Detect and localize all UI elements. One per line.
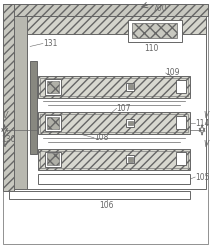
Text: V: V xyxy=(2,140,7,149)
Bar xyxy=(126,119,134,127)
Bar xyxy=(128,157,133,162)
Bar xyxy=(38,148,190,170)
Bar xyxy=(47,117,59,129)
Bar xyxy=(128,20,182,42)
Text: V: V xyxy=(203,111,208,120)
Bar xyxy=(47,154,59,165)
Text: 105: 105 xyxy=(195,172,210,182)
Bar xyxy=(128,120,133,126)
Text: 113: 113 xyxy=(99,163,114,172)
Bar xyxy=(38,174,190,184)
Bar xyxy=(176,116,186,129)
Text: 110: 110 xyxy=(144,44,158,54)
Bar xyxy=(47,81,59,92)
Bar xyxy=(3,4,208,16)
Text: 109: 109 xyxy=(166,68,180,78)
Bar xyxy=(176,80,186,92)
Text: 130: 130 xyxy=(2,135,16,144)
Bar xyxy=(30,61,37,154)
Bar xyxy=(38,112,190,134)
Bar xyxy=(40,150,188,168)
Bar xyxy=(14,16,206,34)
Bar xyxy=(128,84,133,89)
Bar xyxy=(132,23,177,38)
Bar xyxy=(14,16,27,189)
Bar xyxy=(38,76,190,98)
Text: 106: 106 xyxy=(99,200,114,209)
Bar xyxy=(45,115,61,131)
Bar xyxy=(45,79,61,94)
Bar xyxy=(3,4,14,191)
Bar xyxy=(45,152,61,167)
Bar xyxy=(40,78,188,96)
Text: 700: 700 xyxy=(152,4,167,13)
Bar xyxy=(9,191,190,199)
Bar xyxy=(126,83,134,91)
Text: V: V xyxy=(203,140,208,149)
Text: 131: 131 xyxy=(43,39,57,48)
Text: 114: 114 xyxy=(195,118,210,128)
Text: 107: 107 xyxy=(117,104,131,113)
Bar xyxy=(14,16,206,189)
Text: V: V xyxy=(2,111,7,120)
Bar xyxy=(176,152,186,165)
Bar xyxy=(40,114,188,132)
Text: 108: 108 xyxy=(94,133,108,142)
Bar xyxy=(126,156,134,163)
